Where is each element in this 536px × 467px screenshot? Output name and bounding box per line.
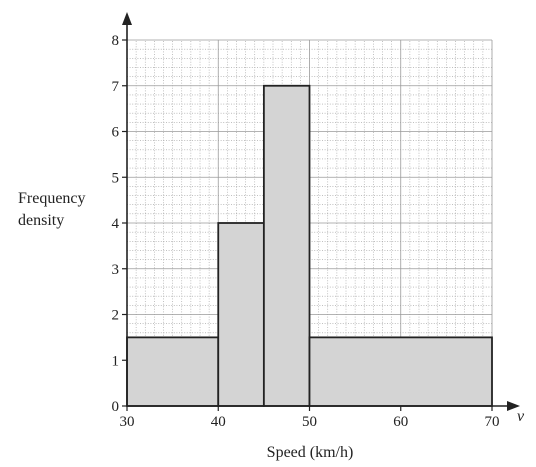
y-tick-label: 6 xyxy=(112,125,120,141)
x-tick-label: 60 xyxy=(393,414,408,430)
y-tick-label: 1 xyxy=(112,353,120,369)
x-tick-label: 70 xyxy=(485,414,500,430)
ticks: 30 40 50 60 70 0 1 2 3 4 5 6 7 8 xyxy=(112,33,500,430)
x-tick-label: 40 xyxy=(211,414,226,430)
y-tick-label: 8 xyxy=(112,33,120,49)
histogram-bar xyxy=(217,222,265,407)
histogram-bar xyxy=(308,336,493,407)
x-axis-arrow xyxy=(507,401,520,411)
y-tick-label: 7 xyxy=(112,79,120,95)
x-axis-label: Speed (km/h) xyxy=(267,444,354,461)
y-axis-arrow xyxy=(122,12,132,25)
y-tick-label: 4 xyxy=(112,216,120,232)
x-tick-label: 50 xyxy=(302,414,317,430)
y-tick-label: 0 xyxy=(112,399,120,415)
y-tick-label: 2 xyxy=(112,308,120,324)
y-axis-label-line-1: Frequency xyxy=(18,190,86,207)
y-axis-label-line-2: density xyxy=(18,212,64,229)
x-variable-label: v xyxy=(517,408,525,425)
bars xyxy=(126,84,493,407)
histogram-bar xyxy=(126,336,220,407)
histogram-bar xyxy=(262,84,311,407)
y-tick-label: 5 xyxy=(112,170,120,186)
y-tick-label: 3 xyxy=(112,262,120,278)
x-tick-label: 30 xyxy=(120,414,135,430)
